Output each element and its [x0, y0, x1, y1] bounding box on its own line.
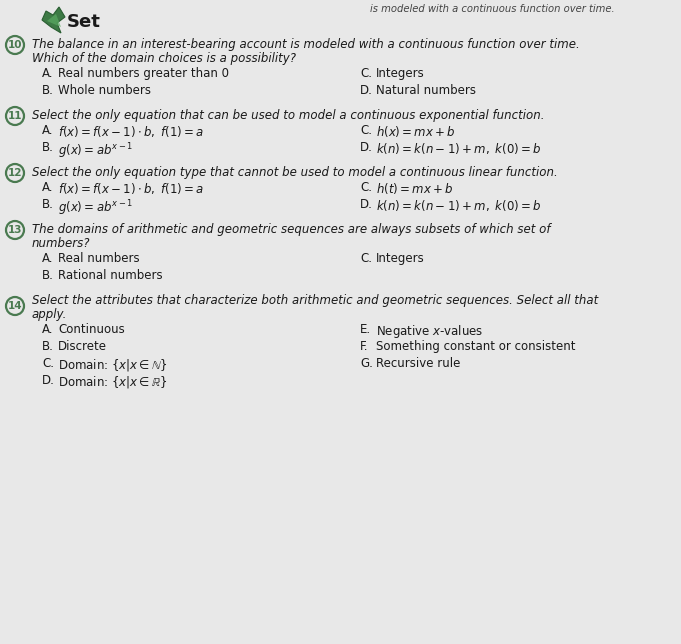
Text: Real numbers greater than 0: Real numbers greater than 0 — [58, 67, 229, 80]
Text: C.: C. — [360, 252, 372, 265]
Text: B.: B. — [42, 340, 54, 353]
Text: $h(t) = mx + b$: $h(t) = mx + b$ — [376, 181, 454, 196]
Text: $h(x) = mx + b$: $h(x) = mx + b$ — [376, 124, 456, 139]
Text: Continuous: Continuous — [58, 323, 125, 336]
Text: Negative $x$-values: Negative $x$-values — [376, 323, 484, 340]
Text: is modeled with a continuous function over time.: is modeled with a continuous function ov… — [370, 4, 615, 14]
Text: B.: B. — [42, 269, 54, 282]
Text: D.: D. — [360, 141, 373, 154]
Text: A.: A. — [42, 67, 54, 80]
Text: E.: E. — [360, 323, 371, 336]
Text: Natural numbers: Natural numbers — [376, 84, 476, 97]
Text: Which of the domain choices is a possibility?: Which of the domain choices is a possibi… — [32, 52, 296, 65]
Text: A.: A. — [42, 252, 54, 265]
Text: Whole numbers: Whole numbers — [58, 84, 151, 97]
Text: Domain: $\{x|x \in \mathbb{R}\}$: Domain: $\{x|x \in \mathbb{R}\}$ — [58, 374, 168, 390]
Text: Something constant or consistent: Something constant or consistent — [376, 340, 575, 353]
Text: 10: 10 — [7, 40, 22, 50]
Text: B.: B. — [42, 141, 54, 154]
Text: Integers: Integers — [376, 252, 425, 265]
Text: Rational numbers: Rational numbers — [58, 269, 163, 282]
Text: Real numbers: Real numbers — [58, 252, 140, 265]
Text: D.: D. — [42, 374, 55, 387]
Text: G.: G. — [360, 357, 373, 370]
Text: 11: 11 — [7, 111, 22, 121]
Text: Recursive rule: Recursive rule — [376, 357, 460, 370]
Text: $g(x) = ab^{x-1}$: $g(x) = ab^{x-1}$ — [58, 141, 133, 160]
Text: 14: 14 — [7, 301, 22, 311]
Text: $k(n) = k(n-1) + m,\ k(0) = b$: $k(n) = k(n-1) + m,\ k(0) = b$ — [376, 198, 541, 213]
Polygon shape — [42, 7, 65, 33]
Text: Domain: $\{x|x \in \mathbb{N}\}$: Domain: $\{x|x \in \mathbb{N}\}$ — [58, 357, 168, 373]
Polygon shape — [47, 14, 61, 27]
Text: The balance in an interest-bearing account is modeled with a continuous function: The balance in an interest-bearing accou… — [32, 38, 580, 51]
Text: A.: A. — [42, 323, 54, 336]
Text: C.: C. — [360, 181, 372, 194]
Text: D.: D. — [360, 198, 373, 211]
Text: C.: C. — [360, 124, 372, 137]
Text: A.: A. — [42, 181, 54, 194]
Text: $k(n) = k(n-1) + m,\ k(0) = b$: $k(n) = k(n-1) + m,\ k(0) = b$ — [376, 141, 541, 156]
Text: Select the only equation that can be used to model a continuous exponential func: Select the only equation that can be use… — [32, 109, 545, 122]
Text: Select the only equation type that cannot be used to model a continuous linear f: Select the only equation type that canno… — [32, 166, 558, 179]
Text: F.: F. — [360, 340, 368, 353]
Text: Set: Set — [67, 13, 101, 31]
Text: C.: C. — [42, 357, 54, 370]
Text: C.: C. — [360, 67, 372, 80]
Text: Select the attributes that characterize both arithmetic and geometric sequences.: Select the attributes that characterize … — [32, 294, 598, 307]
Text: D.: D. — [360, 84, 373, 97]
Text: numbers?: numbers? — [32, 237, 91, 250]
Text: $g(x) = ab^{x-1}$: $g(x) = ab^{x-1}$ — [58, 198, 133, 218]
Text: Integers: Integers — [376, 67, 425, 80]
Text: $f(x) = f(x-1) \cdot b,\ f(1) = a$: $f(x) = f(x-1) \cdot b,\ f(1) = a$ — [58, 181, 204, 196]
Text: B.: B. — [42, 84, 54, 97]
Text: Discrete: Discrete — [58, 340, 107, 353]
Text: B.: B. — [42, 198, 54, 211]
Text: $f(x) = f(x-1) \cdot b,\ f(1) = a$: $f(x) = f(x-1) \cdot b,\ f(1) = a$ — [58, 124, 204, 139]
Text: 12: 12 — [7, 168, 22, 178]
Text: 13: 13 — [7, 225, 22, 235]
Text: The domains of arithmetic and geometric sequences are always subsets of which se: The domains of arithmetic and geometric … — [32, 223, 550, 236]
Text: apply.: apply. — [32, 308, 67, 321]
Text: A.: A. — [42, 124, 54, 137]
